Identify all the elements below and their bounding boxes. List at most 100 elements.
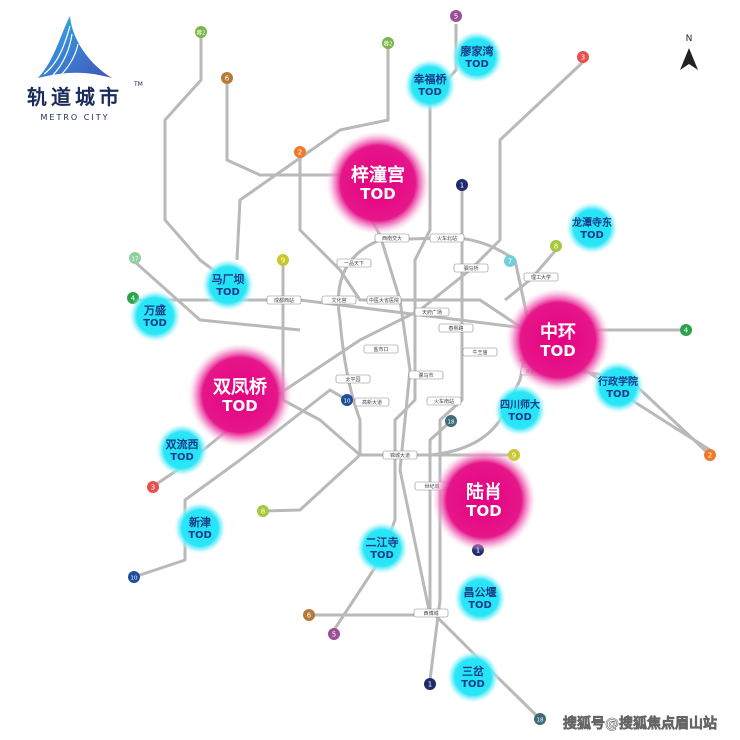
line-badge xyxy=(680,324,692,336)
tod-name: 二江寺 xyxy=(366,535,399,549)
tod-tag: TOD xyxy=(540,342,575,360)
station-box xyxy=(321,295,357,305)
tod-name: 中环 xyxy=(540,321,576,343)
station-label: 盐市口 xyxy=(373,346,388,353)
tod-name: 龙潭寺东 xyxy=(571,216,612,229)
line-badge-label: 1 xyxy=(428,680,432,688)
line-badge-label: 10 xyxy=(131,575,138,581)
tod-name: 昌公堰 xyxy=(464,585,497,599)
tod-name: 四川师大 xyxy=(500,398,540,411)
line-badge-label: 2 xyxy=(708,451,712,459)
station-label: 火车北站 xyxy=(437,235,457,242)
tod-tag: TOD xyxy=(418,87,442,98)
line-badge-label: 6 xyxy=(225,74,230,82)
tod-bubble xyxy=(326,131,430,235)
tod-bubble xyxy=(156,424,208,476)
line-badge xyxy=(456,179,468,191)
station-label: 文化宫 xyxy=(331,297,346,304)
line-badge xyxy=(341,394,353,406)
station-label: 一品天下 xyxy=(344,261,364,267)
line-badge-label: 4 xyxy=(131,294,136,302)
line-badge-label: 2 xyxy=(298,148,302,156)
station-box xyxy=(354,397,390,407)
line-badge-label: 3 xyxy=(581,53,585,61)
line-badge-label: 18 xyxy=(448,419,455,425)
line-badge-label: 9 xyxy=(281,256,285,264)
line-badge-label: 8 xyxy=(554,242,558,250)
station-label: 理工大学 xyxy=(531,274,551,281)
station-box xyxy=(266,295,302,305)
station-box xyxy=(336,258,372,268)
station-box xyxy=(429,233,465,243)
tod-name: 行政学院 xyxy=(597,375,638,388)
tod-bubble xyxy=(494,384,546,436)
logo xyxy=(38,16,112,78)
watermark: 搜狐号@搜狐焦点眉山站 xyxy=(563,715,717,732)
line-badge-label: 17 xyxy=(132,256,139,262)
line-badge xyxy=(303,609,315,621)
line-badge-label: 8 xyxy=(261,507,265,515)
station-box xyxy=(366,295,402,305)
tod-bubble xyxy=(592,361,644,413)
line-badge-label: 4 xyxy=(684,326,689,334)
line-badge xyxy=(294,146,306,158)
line-badge-label: 7 xyxy=(508,257,512,265)
logo-title: 轨道城市 xyxy=(27,85,123,109)
station-box xyxy=(335,374,371,384)
station-label: 火车南站 xyxy=(434,398,454,405)
line-badge-label: 5 xyxy=(454,12,458,20)
line-badge xyxy=(257,505,269,517)
line-badge-label: 蓉2 xyxy=(197,28,206,36)
station-label: 牛王庙 xyxy=(472,349,487,356)
station-box xyxy=(426,396,462,406)
station-box xyxy=(453,263,489,273)
line-badge-label: 10 xyxy=(344,398,351,404)
tod-name: 幸福桥 xyxy=(414,72,448,86)
tod-tag: TOD xyxy=(370,550,394,561)
tod-tag: TOD xyxy=(170,452,194,463)
line-badge xyxy=(445,415,457,427)
tod-bubble xyxy=(174,502,226,554)
tod-tag: TOD xyxy=(466,502,501,520)
tod-name: 马厂坝 xyxy=(212,272,245,286)
station-label: 世纪城 xyxy=(424,483,439,490)
tod-name: 双流西 xyxy=(166,437,199,451)
tod-tag: TOD xyxy=(508,412,532,423)
line-badge xyxy=(195,26,207,38)
station-label: 中医大省医院 xyxy=(369,297,399,304)
line-badge xyxy=(577,51,589,63)
line-badge xyxy=(147,481,159,493)
tod-name: 三岔 xyxy=(462,664,485,678)
tod-tag: TOD xyxy=(360,185,395,203)
tod-tag: TOD xyxy=(606,389,630,400)
line-badge xyxy=(450,10,462,22)
line-badge xyxy=(534,713,546,725)
logo-subtitle: METRO CITY xyxy=(41,113,110,122)
tod-tag: TOD xyxy=(468,600,492,611)
line-badge-label: 3 xyxy=(151,483,155,491)
station-label: 骡马市 xyxy=(418,372,433,379)
tod-bubble xyxy=(566,202,618,254)
line-badge xyxy=(504,255,516,267)
station-label: 锦城大道 xyxy=(390,452,410,459)
line-badge xyxy=(328,628,340,640)
tod-bubble xyxy=(447,651,499,703)
line-badge xyxy=(128,571,140,583)
line-badge xyxy=(277,254,289,266)
tod-bubble xyxy=(404,59,456,111)
north-label: N xyxy=(686,34,693,44)
tod-name: 梓潼宫 xyxy=(351,164,405,186)
station-label: 西南交大 xyxy=(382,235,402,242)
tod-tag: TOD xyxy=(143,318,167,329)
station-box xyxy=(462,347,498,357)
tod-name: 廖家湾 xyxy=(461,44,494,58)
tod-bubble xyxy=(506,288,610,392)
tod-tag: TOD xyxy=(465,59,489,70)
station-label: 春熙路 xyxy=(448,325,463,332)
station-box xyxy=(382,450,418,460)
line-badge xyxy=(221,72,233,84)
station-box xyxy=(414,307,450,317)
logo-tm: TM xyxy=(133,81,143,88)
line-badge xyxy=(704,449,716,461)
